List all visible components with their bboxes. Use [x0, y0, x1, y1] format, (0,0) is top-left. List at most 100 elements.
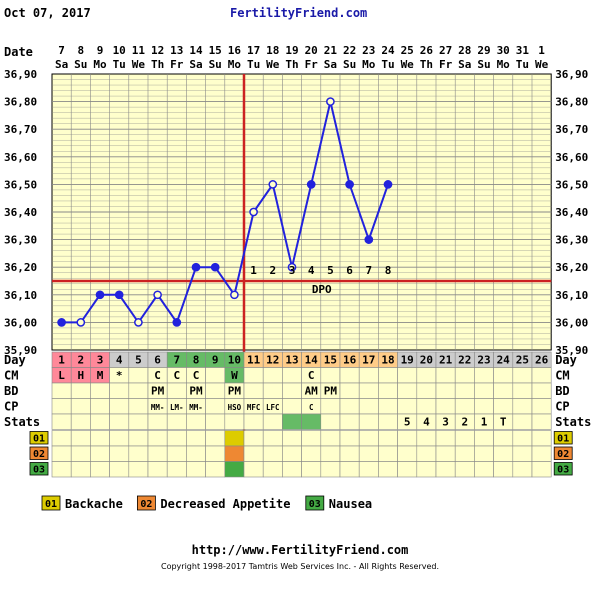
row-cell — [339, 382, 360, 399]
row-cell — [243, 367, 264, 384]
temperature-point — [76, 318, 86, 327]
legend-label: Nausea — [329, 497, 372, 511]
row-cell — [416, 398, 437, 415]
symptom-cell — [51, 461, 72, 478]
temperature-point — [230, 290, 239, 300]
row-cell-text: MM- — [151, 403, 165, 412]
date-tick-label: 30 — [497, 44, 510, 57]
symptom-cell — [301, 461, 322, 478]
date-tick-label: 31 — [516, 44, 530, 57]
row-cell-text: H — [77, 369, 84, 382]
y-tick-label: 36,10 — [555, 289, 588, 302]
row-cell-text: * — [116, 369, 123, 382]
symptom-cell — [301, 430, 322, 447]
row-cell — [454, 382, 475, 399]
row-cell-text: 24 — [497, 354, 511, 367]
dpo-number: 5 — [327, 264, 334, 277]
symptom-cell — [128, 445, 149, 462]
symptom-cell — [454, 430, 475, 447]
footer-url[interactable]: http://www.FertilityFriend.com — [191, 543, 409, 557]
date-tick-label: 7 — [58, 44, 65, 57]
temperature-point — [114, 290, 124, 300]
row-cell — [397, 382, 418, 399]
row-cell-text: 25 — [516, 354, 529, 367]
row-cell — [262, 413, 283, 430]
date-tick-label: 22 — [343, 44, 356, 57]
row-cell — [493, 398, 514, 415]
row-cell-text: 2 — [461, 416, 468, 429]
row-cell-text: 6 — [154, 354, 161, 367]
weekday-tick-label: Tu — [381, 58, 394, 71]
y-tick-label: 36,00 — [4, 316, 37, 329]
row-cell — [301, 413, 322, 430]
row-cell-text: 12 — [266, 354, 279, 367]
row-cell-text: 5 — [135, 354, 142, 367]
symptom-cell — [166, 445, 187, 462]
y-tick-label: 36,10 — [4, 289, 37, 302]
row-cell-text: 4 — [423, 416, 430, 429]
row-cell — [531, 413, 552, 430]
row-label: Day — [4, 353, 26, 367]
y-tick-label: 36,30 — [555, 234, 588, 247]
symptom-code: 02 — [33, 449, 45, 460]
weekday-tick-label: Sa — [189, 58, 202, 71]
row-cell-text: T — [500, 416, 507, 429]
legend-swatch — [136, 495, 156, 511]
symptom-cell — [416, 445, 437, 462]
date-tick-label: 25 — [401, 44, 414, 57]
date-tick-label: 29 — [477, 44, 490, 57]
weekday-tick-label: Su — [209, 58, 222, 71]
row-cell — [51, 413, 72, 430]
weekday-tick-label: Fr — [305, 58, 319, 71]
row-cell — [128, 382, 149, 399]
symptom-cell — [435, 461, 456, 478]
symptom-cell — [339, 445, 360, 462]
date-tick-label: 17 — [247, 44, 260, 57]
row-cell — [358, 413, 379, 430]
dpo-label: DPO — [312, 283, 332, 296]
symptom-cell — [531, 445, 552, 462]
symptom-cell — [512, 445, 533, 462]
weekday-tick-label: Su — [343, 58, 356, 71]
brand-title[interactable]: FertilityFriend.com — [230, 6, 368, 20]
row-cell — [512, 398, 533, 415]
row-cell — [282, 413, 302, 430]
temperature-point — [153, 290, 162, 300]
symptom-cell — [339, 430, 360, 447]
dpo-number: 6 — [346, 264, 353, 277]
row-cell — [166, 382, 187, 399]
row-cell — [224, 413, 245, 430]
weekday-tick-label: Sa — [55, 58, 68, 71]
symptom-cell — [109, 445, 130, 462]
y-tick-label: 35,90 — [555, 344, 588, 357]
row-cell — [320, 398, 341, 415]
row-cell-text: 1 — [481, 416, 488, 429]
symptom-code-box — [29, 446, 49, 460]
weekday-tick-label: Th — [420, 58, 433, 71]
row-cell-text: 21 — [439, 354, 453, 367]
symptom-cell — [397, 445, 418, 462]
symptom-cell — [512, 461, 533, 478]
symptom-cell — [435, 430, 456, 447]
date-tick-label: 27 — [439, 44, 452, 57]
dpo-number: 8 — [385, 264, 392, 277]
symptom-cell — [397, 430, 418, 447]
temperature-point — [249, 207, 258, 217]
symptom-cell — [128, 430, 149, 447]
symptom-cell — [474, 445, 494, 462]
symptom-cell — [243, 430, 264, 447]
row-cell — [416, 367, 437, 384]
row-cell — [416, 382, 437, 399]
row-cell-text: 26 — [535, 354, 549, 367]
symptom-cell — [435, 445, 456, 462]
row-label: Stats — [555, 415, 591, 429]
row-cell-text: 4 — [116, 354, 123, 367]
symptom-cell — [282, 445, 302, 462]
symptom-cell — [531, 461, 552, 478]
temperature-point — [383, 180, 393, 189]
row-cell — [147, 413, 168, 430]
symptom-code: 03 — [557, 465, 569, 476]
symptom-cell — [320, 445, 341, 462]
symptom-cell — [51, 430, 72, 447]
symptom-code: 02 — [557, 449, 569, 460]
